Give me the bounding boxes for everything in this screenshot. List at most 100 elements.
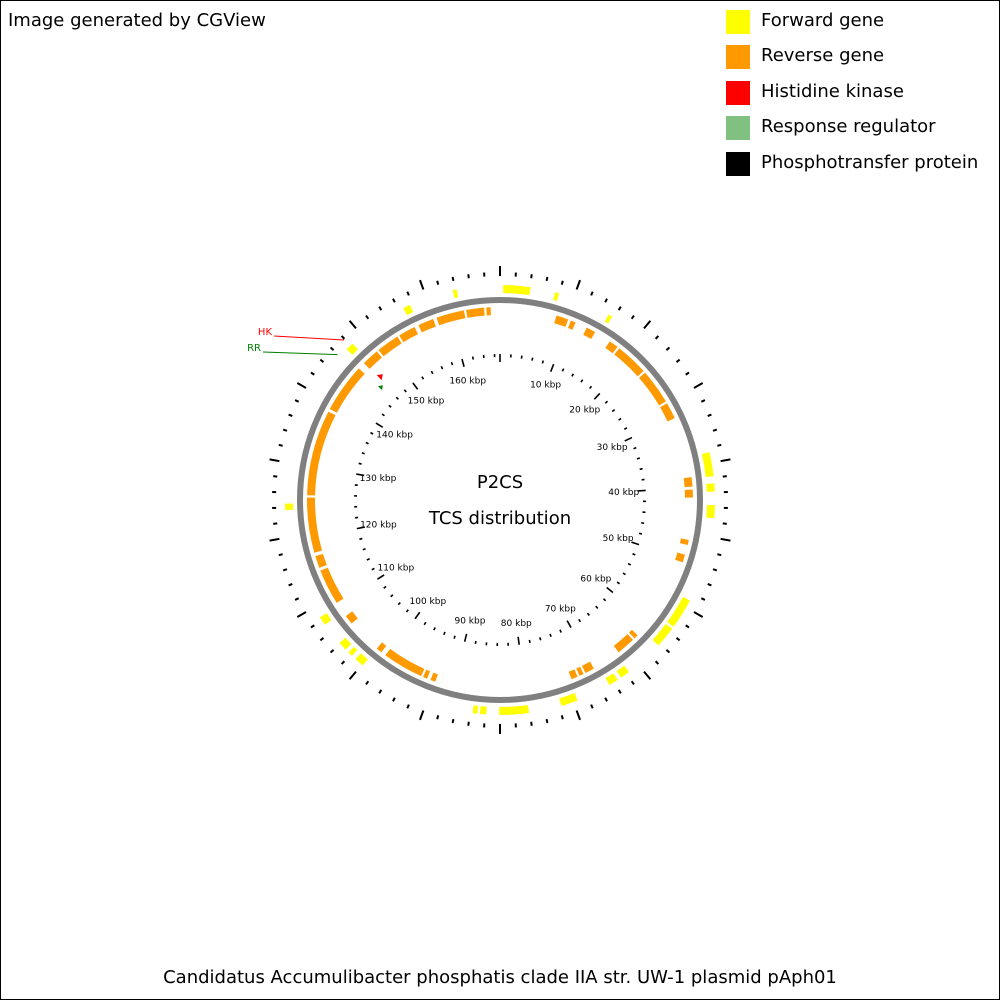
inner-major-tick bbox=[463, 633, 468, 642]
inner-tick-ring bbox=[354, 354, 647, 646]
inner-major-tick bbox=[631, 541, 640, 546]
outer-minor-tick bbox=[685, 371, 690, 376]
reverse-gene-arc bbox=[399, 326, 419, 343]
inner-minor-tick bbox=[370, 431, 374, 435]
outer-minor-tick bbox=[545, 718, 549, 724]
outer-minor-tick bbox=[329, 346, 335, 351]
outer-minor-tick bbox=[365, 314, 370, 320]
inner-minor-tick bbox=[443, 631, 446, 636]
inner-minor-tick bbox=[639, 467, 643, 471]
outer-minor-tick bbox=[617, 306, 622, 311]
response-regulator-marker bbox=[378, 385, 383, 391]
inner-minor-tick bbox=[616, 581, 621, 585]
forward-gene-track bbox=[285, 285, 715, 715]
reverse-gene-arc bbox=[315, 553, 327, 568]
histidine-kinase-marker bbox=[376, 374, 383, 381]
reverse-gene-arc bbox=[605, 341, 618, 354]
legend-label-response-regulator: Response regulator bbox=[761, 116, 936, 138]
inner-minor-tick bbox=[623, 427, 628, 430]
inner-major-tick bbox=[593, 392, 601, 400]
outer-minor-tick bbox=[310, 371, 315, 376]
outer-major-tick bbox=[575, 710, 581, 721]
inner-minor-tick bbox=[358, 462, 362, 465]
reverse-gene-arc bbox=[660, 403, 675, 422]
outer-minor-tick bbox=[665, 649, 671, 654]
reverse-gene-arc bbox=[363, 351, 382, 369]
inner-minor-tick bbox=[559, 629, 562, 633]
callout-group: HK RR bbox=[247, 327, 345, 356]
legend-label-histidine-kinase: Histidine kinase bbox=[761, 80, 904, 102]
inner-minor-tick bbox=[611, 408, 616, 413]
inner-major-tick bbox=[566, 620, 572, 628]
inner-major-tick bbox=[461, 358, 465, 367]
inner-minor-tick bbox=[390, 594, 394, 598]
hk-callout-label: HK bbox=[258, 327, 273, 338]
outer-major-tick bbox=[296, 382, 307, 389]
outer-minor-tick bbox=[707, 413, 712, 418]
outer-major-tick bbox=[269, 458, 280, 463]
forward-gene-arc bbox=[339, 637, 352, 650]
forward-gene-arc bbox=[285, 503, 294, 511]
outer-minor-tick bbox=[654, 660, 660, 665]
inner-minor-tick bbox=[474, 640, 477, 645]
reverse-gene-arc bbox=[466, 307, 485, 318]
outer-minor-tick bbox=[294, 399, 300, 403]
outer-minor-tick bbox=[560, 280, 564, 285]
inner-minor-tick bbox=[549, 633, 552, 638]
reverse-gene-arc bbox=[436, 310, 466, 326]
tick-label: 160 kbp bbox=[449, 376, 486, 386]
outer-minor-tick bbox=[282, 568, 288, 572]
outer-minor-tick bbox=[365, 680, 370, 686]
forward-gene-arc bbox=[355, 653, 368, 666]
inner-minor-tick bbox=[571, 373, 575, 377]
outer-minor-tick bbox=[604, 697, 608, 702]
inner-minor-tick bbox=[405, 609, 409, 613]
forward-gene-arc bbox=[604, 314, 613, 324]
outer-minor-tick bbox=[675, 637, 681, 642]
outer-minor-tick bbox=[675, 358, 681, 363]
reverse-gene-arc bbox=[583, 327, 596, 340]
inner-minor-tick bbox=[365, 441, 369, 445]
inner-minor-tick bbox=[633, 446, 637, 450]
inner-minor-tick bbox=[383, 585, 387, 589]
inner-minor-tick bbox=[632, 553, 636, 556]
inner-minor-tick bbox=[395, 396, 399, 400]
inner-minor-tick bbox=[586, 612, 590, 616]
legend-swatch-response-regulator bbox=[726, 116, 750, 141]
hk-callout-line bbox=[273, 335, 345, 341]
reverse-gene-track bbox=[307, 307, 693, 682]
forward-gene-arc bbox=[616, 665, 629, 678]
reverse-gene-arc bbox=[329, 368, 365, 413]
outer-minor-tick bbox=[604, 298, 608, 303]
outer-minor-tick bbox=[545, 276, 549, 282]
tick-label: 110 kbp bbox=[378, 563, 415, 573]
inner-minor-tick bbox=[366, 558, 370, 561]
center-title: P2CS bbox=[476, 472, 524, 493]
reverse-gene-arc bbox=[385, 648, 425, 677]
inner-minor-tick bbox=[580, 379, 584, 383]
outer-minor-tick bbox=[654, 335, 660, 340]
inner-minor-tick bbox=[361, 452, 365, 455]
forward-gene-arc bbox=[652, 623, 673, 646]
inner-major-tick bbox=[549, 363, 555, 372]
tick-label: 50 kbp bbox=[603, 534, 634, 544]
outer-minor-tick bbox=[319, 358, 325, 363]
forward-gene-arc bbox=[706, 483, 715, 492]
outer-minor-tick bbox=[406, 291, 410, 296]
outer-minor-tick bbox=[451, 718, 455, 724]
outer-major-tick bbox=[419, 279, 425, 290]
inner-minor-tick bbox=[388, 404, 392, 408]
forward-gene-arc bbox=[667, 596, 690, 627]
reverse-gene-arc bbox=[675, 552, 686, 563]
outer-major-tick bbox=[693, 382, 704, 389]
outer-minor-tick bbox=[530, 721, 533, 726]
outer-tick-ring bbox=[269, 266, 731, 734]
legend-swatch-histidine-kinase bbox=[726, 80, 750, 105]
outer-major-tick bbox=[643, 320, 652, 330]
inner-major-tick bbox=[356, 526, 365, 530]
inner-minor-tick bbox=[381, 413, 385, 417]
outer-minor-tick bbox=[378, 306, 383, 311]
outer-minor-tick bbox=[282, 428, 288, 432]
outer-major-tick bbox=[348, 670, 357, 680]
reverse-gene-arc bbox=[378, 336, 402, 357]
